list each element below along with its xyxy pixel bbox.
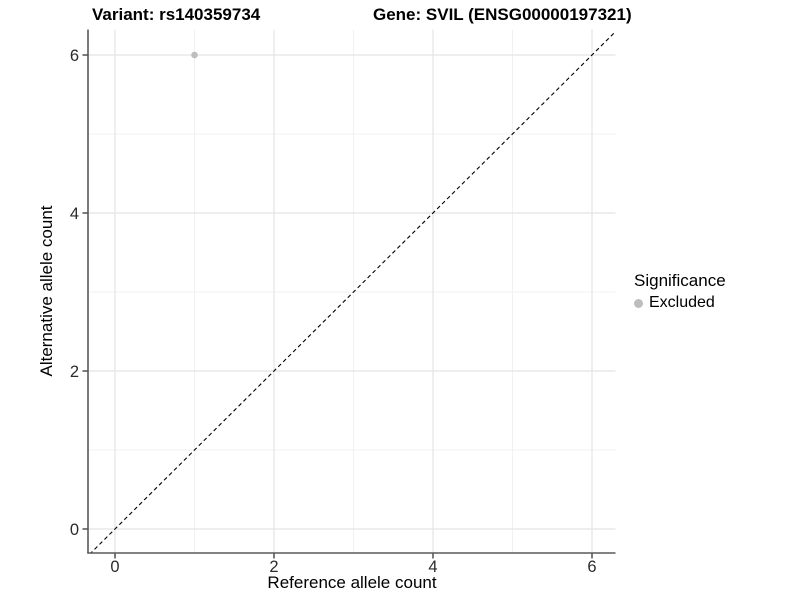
variant-title: Variant: rs140359734 xyxy=(92,5,261,24)
gene-title: Gene: SVIL (ENSG00000197321) xyxy=(373,5,632,24)
x-tick-label: 0 xyxy=(110,558,119,576)
legend-item-label: Excluded xyxy=(649,294,715,312)
excluded-point-icon xyxy=(634,298,643,308)
y-tick-label: 2 xyxy=(70,363,79,381)
data-point xyxy=(191,51,198,59)
y-tick-label: 4 xyxy=(70,205,79,223)
legend-title: Significance xyxy=(634,271,726,290)
x-tick-label: 6 xyxy=(587,558,596,576)
legend: Significance Excluded xyxy=(629,270,726,312)
x-tick-label: 4 xyxy=(428,558,437,576)
legend-item-excluded: Excluded xyxy=(629,294,726,312)
y-tick-label: 0 xyxy=(70,521,79,539)
x-tick-label: 2 xyxy=(269,558,278,576)
y-tick-label: 6 xyxy=(70,47,79,65)
x-axis-title: Reference allele count xyxy=(267,573,437,592)
